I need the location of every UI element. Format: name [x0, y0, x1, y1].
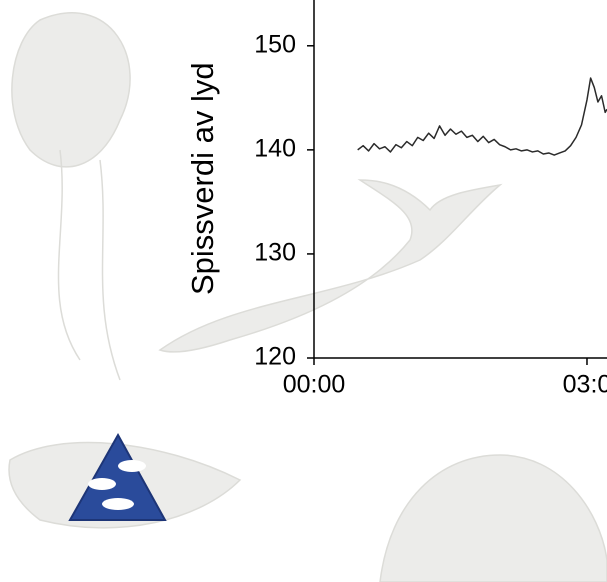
logo-triangle	[68, 432, 167, 521]
x-tick-label: 03:0	[563, 371, 607, 399]
shell	[379, 454, 607, 582]
logo-fish	[118, 460, 146, 472]
y-tick-label: 150	[254, 30, 296, 58]
logo-fish	[102, 498, 134, 510]
y-tick-label: 140	[254, 134, 296, 162]
data-line	[357, 77, 607, 156]
y-axis-label: Spissverdi av lyd	[185, 62, 220, 295]
x-tick-label: 00:00	[283, 371, 346, 399]
logo-fish	[88, 478, 116, 490]
jellyfish-tentacles	[57, 149, 121, 381]
jellyfish	[11, 12, 131, 168]
y-tick-label: 130	[254, 239, 296, 267]
logo	[68, 432, 167, 521]
whale	[158, 179, 503, 353]
y-tick-label: 120	[254, 343, 296, 371]
